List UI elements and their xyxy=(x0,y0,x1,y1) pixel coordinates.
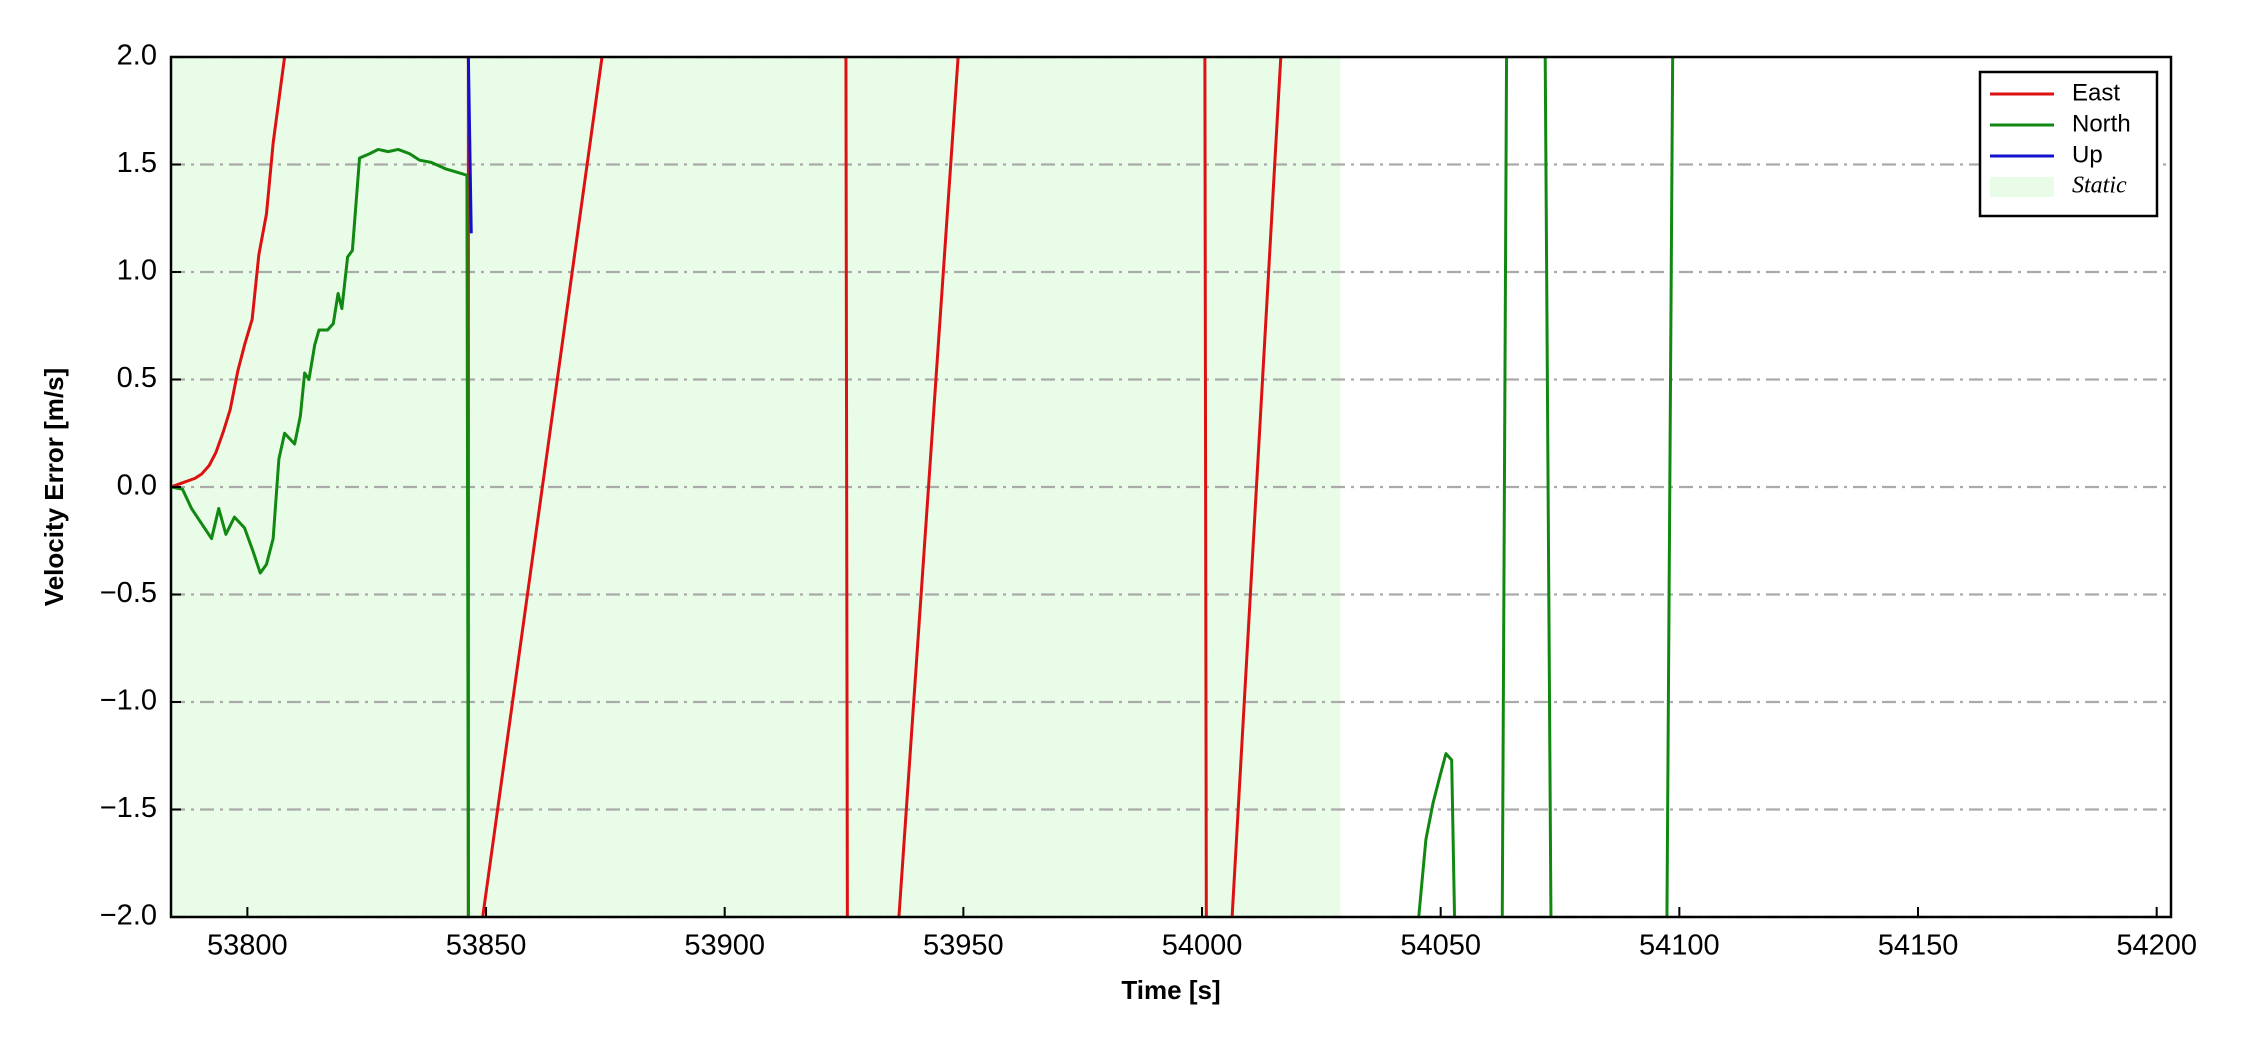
y-tick-label: −1.5 xyxy=(100,792,157,824)
axes: −2.0 −1.5 −1.0 −0.5 0.0 0.5 1.0 1.5 2.0 53800 5385… xyxy=(100,40,2197,962)
y-tick-label: 1.0 xyxy=(117,255,157,287)
legend-label: North xyxy=(2072,110,2131,137)
x-tick-label: 54100 xyxy=(1639,930,1720,962)
series-line xyxy=(171,57,1675,917)
x-tick-label: 54050 xyxy=(1400,930,1481,962)
y-tick-label: −2.0 xyxy=(100,900,157,932)
y-tick-label: 0.0 xyxy=(117,470,157,502)
x-tick-label: 54200 xyxy=(2116,930,2197,962)
legend-label: Static xyxy=(2072,173,2127,199)
legend-swatch xyxy=(1990,177,2054,197)
x-tick-label: 54150 xyxy=(1878,930,1959,962)
legend: East North Up Static xyxy=(1978,70,2159,218)
x-tick-label: 53900 xyxy=(684,930,765,962)
legend-label: East xyxy=(2072,79,2120,106)
y-tick-label: −1.0 xyxy=(100,685,157,717)
y-tick-label: 0.5 xyxy=(117,362,157,394)
x-tick-label: 53950 xyxy=(923,930,1004,962)
x-tick-label: 53800 xyxy=(207,930,288,962)
legend-label: Up xyxy=(2072,141,2103,168)
x-axis-label: Time [s] xyxy=(1121,975,1220,1005)
plot-lines xyxy=(171,57,1675,917)
x-tick-label: 53850 xyxy=(446,930,527,962)
series-line xyxy=(466,57,473,234)
x-tick-label: 54000 xyxy=(1162,930,1243,962)
y-tick-label: 2.0 xyxy=(117,40,157,72)
plot-frame xyxy=(169,55,2173,919)
y-axis-label: Velocity Error [m/s] xyxy=(39,368,69,606)
y-tick-label: 1.5 xyxy=(117,147,157,179)
y-tick-label: −0.5 xyxy=(100,577,157,609)
